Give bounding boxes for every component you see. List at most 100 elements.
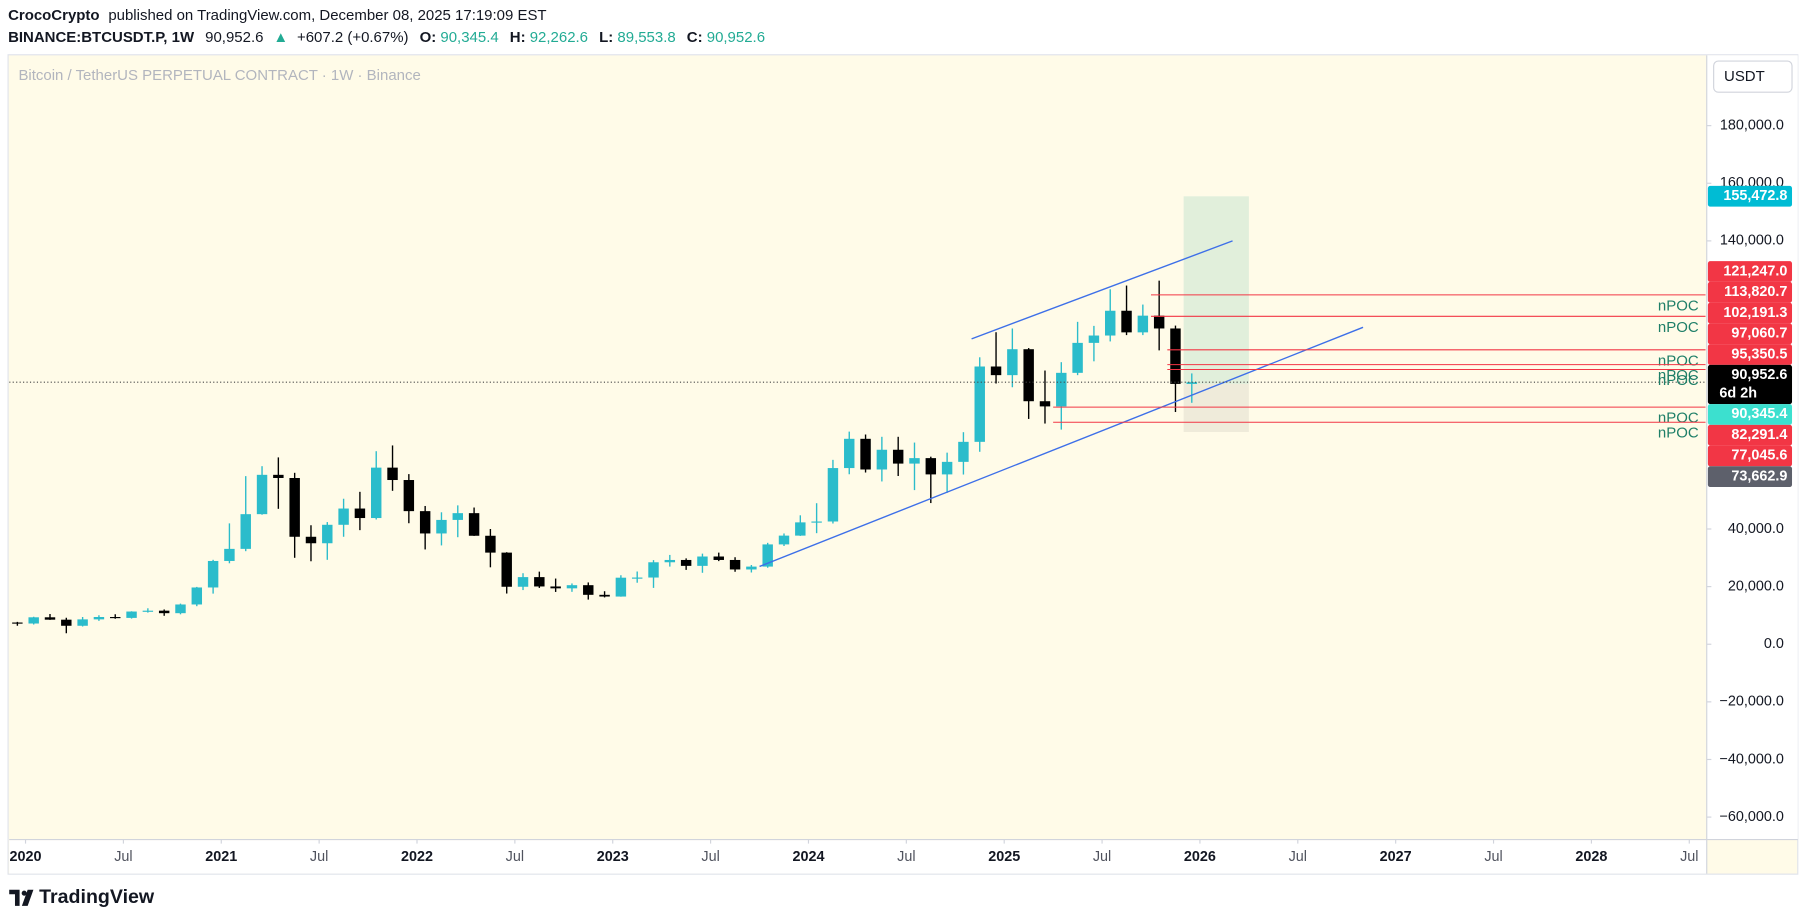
price-tag (1707, 302, 1793, 324)
npoc-label: nPOC (1658, 372, 1699, 389)
logo-dot (21, 890, 27, 896)
x-tick-label: Jul (897, 849, 915, 865)
candle-body (419, 511, 431, 534)
x-tick-label: 2028 (1575, 849, 1607, 865)
price-tag (1707, 466, 1793, 488)
candle-body (501, 552, 512, 587)
stop-zone (1183, 383, 1249, 433)
candle-body (338, 508, 349, 525)
candle-body (1072, 342, 1083, 373)
o-label: O: (420, 29, 437, 46)
c: 90,952.6 (707, 29, 765, 46)
chart-title: Bitcoin / TetherUS PERPETUAL CONTRACT · … (18, 67, 420, 84)
candle-body (452, 513, 463, 520)
candle-body (61, 619, 72, 626)
candle-body (158, 610, 170, 614)
x-tick-label: Jul (1680, 849, 1698, 865)
candle-body (126, 611, 137, 618)
logo-icon (9, 889, 34, 906)
time-axis-background (9, 840, 1707, 874)
x-tick-label: 2024 (792, 849, 824, 865)
candle-body (631, 577, 643, 579)
price-tag (1707, 344, 1793, 365)
last: 90,952.6 (205, 29, 263, 46)
y-tick-label: −40,000.0 (1720, 751, 1784, 767)
candle-body (12, 622, 23, 624)
currency-button[interactable]: USDT (1713, 60, 1793, 93)
price-tag-label: 77,045.6 (1731, 448, 1787, 464)
candle-body (1105, 310, 1116, 336)
candle-body (811, 521, 822, 523)
candle-body (1023, 349, 1034, 402)
c-label: C: (687, 29, 703, 46)
price-tag-label: 113,820.7 (1724, 284, 1787, 300)
npoc-label: nPOC (1658, 319, 1699, 336)
y-tick-label: −20,000.0 (1720, 694, 1784, 710)
axes: 180,000.0160,000.0140,000.040,000.020,00… (10, 117, 1784, 865)
candle-body (1170, 328, 1181, 384)
target-zone (1183, 196, 1249, 384)
candle-body (240, 514, 251, 549)
candle-body (795, 522, 806, 536)
price-tag-label: 95,350.5 (1731, 346, 1787, 362)
logo: TradingView (9, 886, 155, 908)
npoc-label: nPOC (1658, 425, 1699, 442)
candle-body (844, 438, 855, 469)
candle-body (550, 586, 561, 589)
candle-body (1186, 382, 1198, 384)
price-tags: 155,472.8 121,247.0 113,820.7 102,191.3 97,0… (1707, 185, 1793, 488)
candle-body (664, 559, 676, 563)
candle-body (322, 524, 333, 544)
l-label: L: (599, 29, 613, 46)
price-tag-label: 97,060.7 (1731, 326, 1787, 342)
l: 89,553.8 (617, 29, 675, 46)
currency-button-frame[interactable] (1713, 60, 1793, 93)
candle-body (697, 556, 708, 566)
candle-body (273, 474, 284, 478)
candle-body (1039, 401, 1051, 407)
published: published on TradingView.com, December 0… (108, 7, 546, 24)
candle-body (860, 438, 871, 470)
price-tag-label: 73,662.9 (1731, 468, 1787, 484)
h-label: H: (510, 29, 526, 46)
candle-body (371, 467, 382, 519)
candle-body (517, 577, 529, 587)
x-tick-label: 2026 (1184, 849, 1216, 865)
candle-body (93, 617, 105, 620)
price-tag-label: 155,472.8 (1723, 188, 1787, 204)
price-tag (1707, 261, 1793, 282)
candle-body (1088, 335, 1100, 343)
price-tag-label: 121,247.0 (1723, 263, 1787, 279)
candle-body (1056, 372, 1067, 407)
price-tag (1707, 323, 1793, 345)
candle-body (566, 585, 578, 589)
candle-body (44, 617, 56, 620)
candle-body (876, 449, 888, 470)
candle-body (599, 594, 610, 597)
candle-body (354, 508, 366, 519)
price-tag (1707, 404, 1793, 425)
symbol-bar: BINANCE:BTCUSDT.P, 1W 90,952.6 ▲ +607.2 … (8, 29, 765, 46)
x-tick-label: 2022 (401, 849, 433, 865)
position-layer (1183, 196, 1249, 433)
candle-body (941, 461, 953, 475)
candle-body (925, 458, 937, 475)
candle-body (713, 556, 724, 560)
candle-body (28, 617, 39, 624)
author: CrocoCrypto (8, 7, 99, 24)
candle-body (256, 474, 268, 515)
candle-body (974, 366, 985, 442)
price-tag (1707, 185, 1793, 207)
o: 90,345.4 (440, 29, 498, 46)
currency-button-label[interactable]: USDT (1724, 68, 1765, 85)
candle-body (289, 477, 300, 537)
price-tag (1707, 424, 1793, 446)
change-icon: ▲ (273, 29, 288, 46)
price-tag-label: 90,952.6 (1731, 367, 1787, 383)
chart-frame (7, 54, 1799, 875)
change: +607.2 (+0.67%) (297, 29, 409, 46)
candle-body (191, 587, 203, 605)
candle-body (680, 559, 692, 566)
candle-body (110, 617, 121, 619)
